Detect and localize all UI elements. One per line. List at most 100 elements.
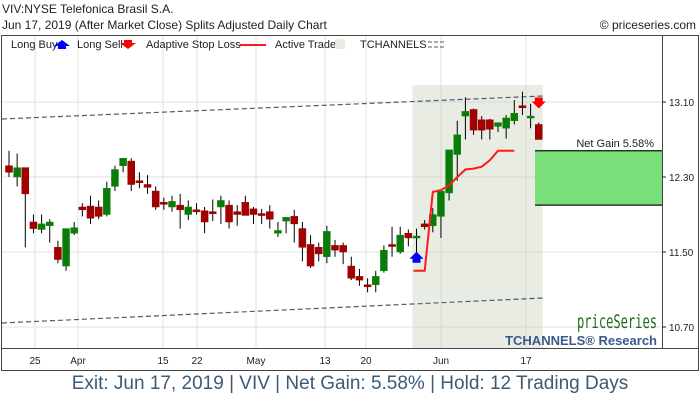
date-axis: 25 Apr 15 22 May 13 20 Jun 17	[1, 348, 699, 371]
date-tick-label: May	[247, 356, 266, 367]
candle	[331, 239, 339, 257]
candle	[225, 200, 233, 229]
date-tick-label: 15	[157, 356, 169, 367]
candle	[192, 203, 201, 215]
date-tick-label: 13	[319, 356, 331, 367]
candle	[526, 103, 535, 129]
candle	[249, 207, 258, 224]
net-gain-label: Net Gain 5.58%	[576, 138, 654, 150]
candle	[241, 195, 250, 216]
price-axis: 13.10 12.30 11.50 10.70	[662, 98, 694, 334]
date-tick-label: 17	[520, 356, 532, 367]
legend-long-sell: Long Sell	[77, 39, 123, 51]
candle	[127, 158, 135, 192]
legend-active-trade: Active Trade	[275, 39, 336, 51]
price-tick-label: 13.10	[669, 98, 694, 109]
candle	[347, 256, 356, 281]
chart-title: VIV:NYSE Telefonica Brasil S.A.	[2, 2, 174, 16]
candle	[135, 172, 144, 189]
candle	[372, 270, 380, 293]
candle	[143, 175, 152, 194]
candle	[510, 100, 519, 125]
candle	[290, 209, 298, 243]
axis-frame	[662, 35, 699, 349]
research-label: TCHANNELS® Research	[505, 333, 657, 348]
long-buy-arrow-icon	[409, 251, 424, 263]
candle	[200, 207, 209, 234]
legend-long-buy: Long Buy	[11, 39, 58, 51]
candle	[518, 91, 527, 116]
candle	[380, 245, 388, 273]
chart-subtitle: Jun 17, 2019 (After Market Close) Splits…	[2, 18, 327, 32]
candle	[184, 200, 193, 221]
candle	[412, 228, 421, 254]
legend-tchannels: TCHANNELS	[360, 39, 427, 51]
candle	[111, 165, 119, 192]
candle	[103, 181, 111, 217]
candle	[70, 222, 78, 236]
candle	[233, 205, 241, 226]
candle	[314, 242, 323, 262]
legend-adaptive-stop-loss: Adaptive Stop Loss	[146, 39, 241, 51]
legend: Long Buy Long Sell Adaptive Stop Loss Ac…	[11, 39, 446, 51]
candle	[257, 208, 266, 224]
candle	[535, 122, 543, 140]
buy-arrow-icon	[54, 40, 70, 49]
price-tick-label: 11.50	[669, 248, 694, 259]
brand-logo: priceSeries	[577, 311, 657, 333]
candle	[396, 226, 404, 254]
candlestick-chart: Net Gain 5.58% 13.10 12.30 11.50 10.70 25 Ap…	[1, 35, 699, 371]
candle	[461, 97, 470, 140]
candle	[119, 158, 127, 173]
candle	[339, 242, 347, 265]
candle	[37, 214, 46, 234]
candle	[404, 229, 413, 247]
candles	[5, 91, 543, 293]
price-tick-label: 12.30	[669, 173, 694, 184]
candle	[78, 203, 87, 217]
candle	[469, 108, 478, 135]
candle	[298, 222, 307, 262]
candle	[29, 214, 38, 234]
signals	[409, 97, 546, 263]
tchannels	[1, 95, 543, 324]
candle	[86, 195, 95, 224]
candle	[420, 220, 429, 230]
net-gain-box	[535, 150, 662, 206]
date-tick-label: 22	[191, 356, 203, 367]
copyright: © priceseries.com	[599, 18, 696, 32]
date-tick-label: 20	[360, 356, 372, 367]
candle	[160, 197, 168, 210]
candle	[355, 268, 364, 286]
candle	[494, 122, 502, 132]
candle	[282, 217, 290, 234]
candle	[486, 118, 494, 140]
candle	[62, 228, 70, 271]
candle	[363, 278, 372, 293]
candle	[217, 195, 225, 224]
candle	[388, 226, 396, 257]
candle	[46, 219, 54, 243]
candle	[94, 200, 103, 220]
candle	[306, 235, 315, 268]
candle	[13, 153, 21, 187]
candle	[209, 199, 217, 222]
candle	[453, 120, 461, 181]
candle	[168, 195, 176, 212]
date-tick-label: 25	[29, 356, 41, 367]
active-trade-swatch	[335, 39, 345, 49]
long-sell-arrow-icon	[531, 97, 546, 109]
candle	[21, 167, 30, 248]
candle	[54, 240, 62, 264]
candle	[477, 116, 486, 140]
candle	[323, 225, 331, 264]
candle	[502, 115, 510, 139]
price-tick-label: 10.70	[669, 323, 694, 334]
candle	[176, 193, 184, 229]
tchannels-legend-icon	[428, 41, 446, 48]
date-tick-label: Jun	[433, 356, 449, 367]
candle	[445, 149, 453, 201]
candle	[151, 186, 160, 210]
candle	[5, 150, 13, 177]
candle	[274, 222, 282, 237]
